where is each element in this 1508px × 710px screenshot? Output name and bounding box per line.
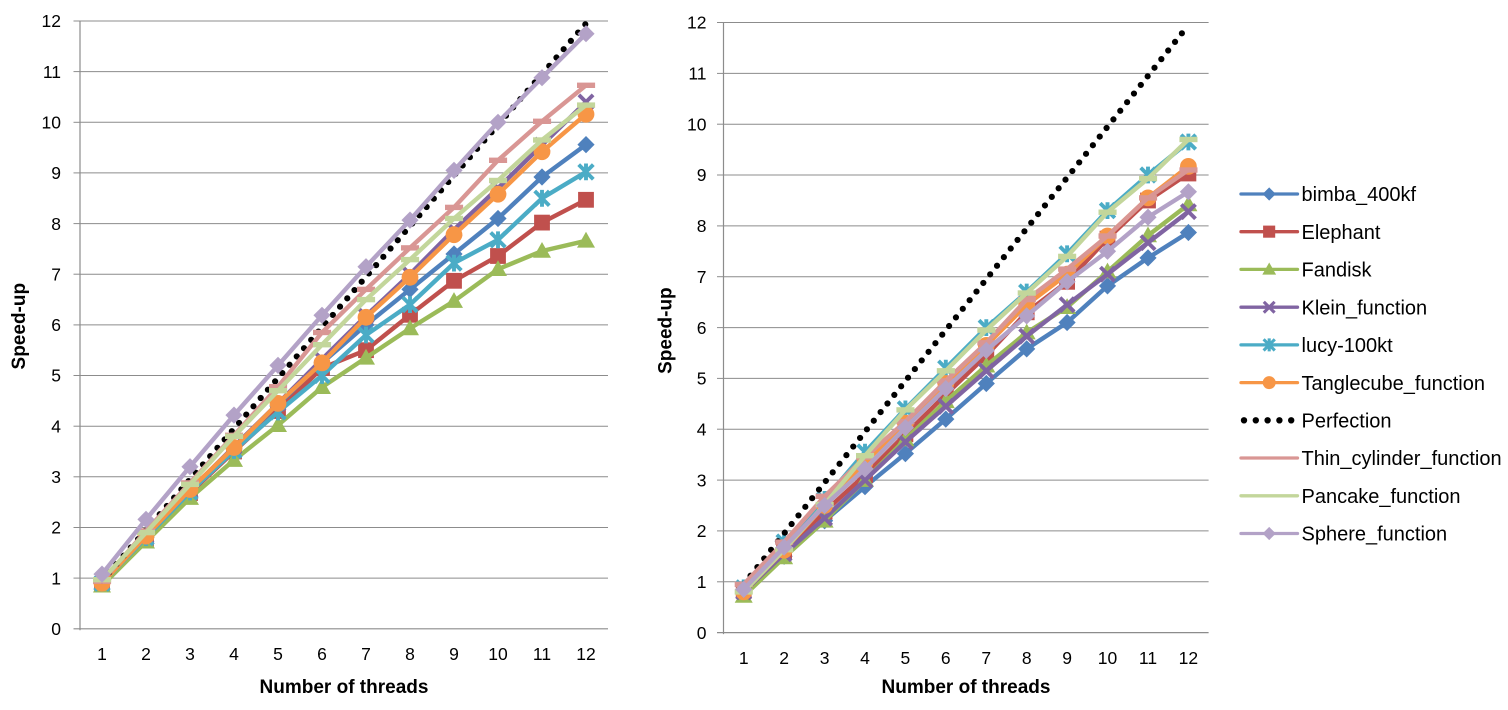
svg-text:9: 9	[697, 165, 707, 185]
svg-text:1: 1	[97, 644, 107, 664]
svg-text:0: 0	[51, 619, 61, 639]
svg-text:9: 9	[51, 163, 61, 183]
svg-text:3: 3	[185, 644, 195, 664]
svg-text:8: 8	[51, 214, 61, 234]
svg-text:3: 3	[51, 467, 61, 487]
svg-text:10: 10	[42, 113, 62, 133]
svg-text:Thin_cylinder_function: Thin_cylinder_function	[1302, 448, 1502, 470]
svg-text:Elephant: Elephant	[1302, 222, 1381, 244]
svg-text:4: 4	[697, 419, 707, 439]
svg-text:Klein_function: Klein_function	[1302, 297, 1428, 319]
svg-text:3: 3	[820, 648, 830, 668]
svg-text:1: 1	[51, 568, 61, 588]
svg-text:11: 11	[1139, 648, 1157, 668]
svg-text:Sphere_function: Sphere_function	[1302, 524, 1448, 546]
svg-text:8: 8	[1022, 648, 1032, 668]
svg-text:lucy-100kt: lucy-100kt	[1302, 335, 1394, 357]
svg-text:7: 7	[697, 267, 707, 287]
svg-text:10: 10	[1098, 648, 1118, 668]
svg-text:11: 11	[43, 62, 61, 82]
svg-text:6: 6	[51, 315, 61, 335]
svg-text:5: 5	[901, 648, 911, 668]
svg-text:2: 2	[697, 521, 707, 541]
svg-text:12: 12	[576, 644, 595, 664]
svg-text:3: 3	[697, 470, 707, 490]
svg-text:bimba_400kf: bimba_400kf	[1302, 184, 1417, 206]
svg-text:2: 2	[51, 518, 61, 538]
svg-text:8: 8	[697, 216, 707, 236]
svg-text:7: 7	[51, 264, 61, 284]
svg-text:5: 5	[51, 366, 61, 386]
svg-text:4: 4	[229, 644, 239, 664]
svg-text:10: 10	[687, 114, 707, 134]
svg-text:12: 12	[1179, 648, 1198, 668]
svg-text:9: 9	[449, 644, 459, 664]
svg-text:Speed-up: Speed-up	[9, 283, 30, 370]
svg-text:2: 2	[141, 644, 151, 664]
svg-text:6: 6	[941, 648, 951, 668]
svg-text:Tanglecube_function: Tanglecube_function	[1302, 373, 1485, 395]
svg-text:Fandisk: Fandisk	[1302, 260, 1373, 282]
svg-text:7: 7	[361, 644, 371, 664]
svg-text:4: 4	[860, 648, 870, 668]
svg-text:6: 6	[317, 644, 327, 664]
svg-text:2: 2	[779, 648, 789, 668]
svg-text:Pancake_function: Pancake_function	[1302, 486, 1461, 508]
svg-text:5: 5	[697, 369, 707, 389]
svg-text:10: 10	[488, 644, 508, 664]
svg-text:6: 6	[697, 318, 707, 338]
svg-text:1: 1	[697, 572, 707, 592]
svg-text:Number of threads: Number of threads	[882, 677, 1051, 698]
svg-text:12: 12	[42, 11, 61, 31]
svg-text:Speed-up: Speed-up	[655, 287, 676, 374]
svg-text:12: 12	[687, 13, 706, 33]
svg-text:11: 11	[533, 644, 551, 664]
svg-text:0: 0	[697, 623, 707, 643]
svg-text:7: 7	[981, 648, 991, 668]
svg-text:1: 1	[739, 648, 749, 668]
svg-text:Perfection: Perfection	[1302, 411, 1392, 433]
svg-text:11: 11	[688, 64, 706, 84]
svg-text:5: 5	[273, 644, 283, 664]
svg-text:9: 9	[1062, 648, 1072, 668]
svg-text:Number of threads: Number of threads	[260, 677, 429, 698]
svg-text:4: 4	[51, 416, 61, 436]
svg-text:8: 8	[405, 644, 415, 664]
